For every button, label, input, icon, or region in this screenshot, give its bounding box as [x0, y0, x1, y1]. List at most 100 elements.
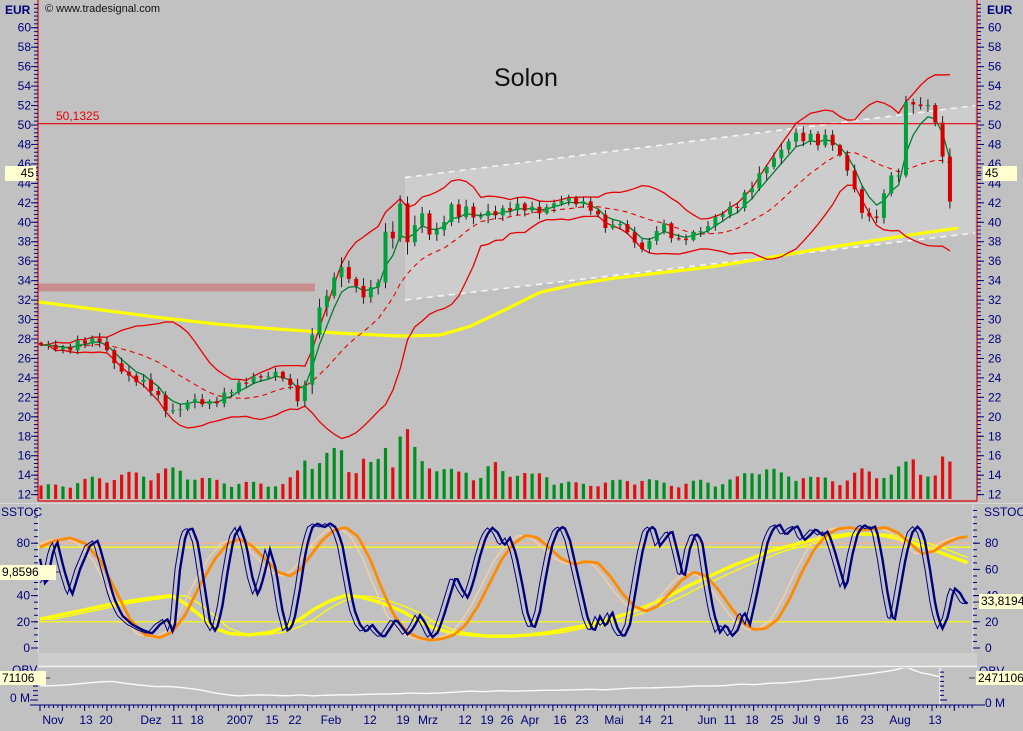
price-tick-label-right: 32 — [988, 293, 1002, 307]
price-tick-label-right: 12 — [988, 488, 1002, 502]
date-axis-label: 22 — [288, 713, 302, 727]
stochastic-panel — [38, 522, 971, 642]
price-tick-label-right: 34 — [988, 274, 1002, 288]
obv-value-label-right: 2471106 — [976, 671, 1023, 685]
watermark: © www.tradesignal.com — [45, 3, 161, 15]
price-tick-label-left: 14 — [18, 468, 32, 482]
date-axis-label: Feb — [321, 713, 342, 727]
date-axis-label: Jun — [697, 713, 716, 727]
date-axis-label: 23 — [860, 713, 874, 727]
date-axis-label: 20 — [99, 713, 113, 727]
date-axis-label: Dez — [140, 713, 161, 727]
price-tick-label-left: 42 — [18, 196, 32, 210]
sstoc-tick-label-right: 80 — [985, 536, 999, 550]
stoch-fast — [38, 522, 969, 639]
date-axis-label: 13 — [928, 713, 942, 727]
date-axis-label: Nov — [42, 713, 63, 727]
price-tick-label-left: 56 — [18, 60, 32, 74]
support-zone-band — [38, 283, 315, 292]
price-tick-label-right: 40 — [988, 215, 1002, 229]
date-axis-label: Mai — [604, 713, 623, 727]
price-tick-label-left: 54 — [18, 79, 32, 93]
bollinger-upper — [40, 74, 950, 381]
date-axis-label: 12 — [363, 713, 377, 727]
date-axis-label: 18 — [190, 713, 204, 727]
price-tick-label-left: 18 — [18, 429, 32, 443]
sstoc-value-label-right: 33,8194 — [979, 594, 1023, 609]
price-tick-label-left: 34 — [18, 274, 32, 288]
price-tick-label-right: 16 — [988, 449, 1002, 463]
date-axis-label: Apr — [521, 713, 540, 727]
price-tick-label-right: 22 — [988, 390, 1002, 404]
sstoc-panel-label-left: SSTOC — [1, 505, 43, 519]
obv-line — [39, 668, 940, 697]
price-tick-label-left: 24 — [18, 371, 32, 385]
stoch-slow-thin — [39, 526, 968, 641]
price-tick-label-left: 28 — [18, 332, 32, 346]
price-tick-label-left: 48 — [18, 137, 32, 151]
price-tick-label-right: 42 — [988, 196, 1002, 210]
price-tick-label-right: 18 — [988, 429, 1002, 443]
price-tick-label-right: 28 — [988, 332, 1002, 346]
eur-unit-label-right: EUR — [987, 3, 1013, 17]
date-axis-label: 15 — [265, 713, 279, 727]
candlestick-series[interactable] — [39, 95, 952, 418]
volume-bars — [39, 429, 952, 499]
price-tick-label-right: 50 — [988, 118, 1002, 132]
obv-zero-label-left: 0 M — [10, 691, 31, 705]
sstoc-tick-label-right: 0 — [985, 641, 992, 655]
date-axis-label: 21 — [660, 713, 674, 727]
price-tick-label-right: 52 — [988, 99, 1002, 113]
sstoc-tick-label-right: 60 — [985, 562, 999, 576]
date-axis-label: 13 — [79, 713, 93, 727]
sstoc-value-label-left: 9,8596 — [0, 565, 56, 580]
price-tick-label-right: 14 — [988, 468, 1002, 482]
trend-channel-upper — [404, 104, 976, 179]
price-tick-label-right: 36 — [988, 254, 1002, 268]
date-axis-label: 2007 — [227, 713, 254, 727]
price-tick-label-left: 16 — [18, 449, 32, 463]
date-axis[interactable]: Nov 13 20 Dez 11 18 2007 15 22 Feb 12 19 Mrz 12 19 26 Ap… — [30, 704, 985, 727]
trend-channel-lower — [404, 232, 976, 301]
chart-title: Solon — [494, 64, 558, 92]
price-tick-label-left: 58 — [18, 40, 32, 54]
price-tick-label-left: 36 — [18, 254, 32, 268]
obv-zero-label-right: 0 M — [985, 696, 1006, 710]
date-axis-label: 9 — [814, 713, 821, 727]
price-tick-label-right: 56 — [988, 60, 1002, 74]
obv-plot-area[interactable] — [38, 668, 940, 705]
obv-panel — [39, 668, 940, 697]
current-price-label-right: 45 — [983, 166, 1017, 181]
date-axis-label: Aug — [889, 713, 910, 727]
price-tick-label-left: 40 — [18, 215, 32, 229]
stoch-trend — [39, 532, 969, 638]
price-tick-label-right: 58 — [988, 40, 1002, 54]
long-moving-average — [38, 226, 959, 338]
price-tick-label-left: 12 — [18, 488, 32, 502]
date-axis-label: 25 — [770, 713, 784, 727]
sstoc-tick-label-left: 20 — [17, 615, 31, 629]
date-axis-label: 19 — [396, 713, 410, 727]
trend-channel — [405, 105, 975, 301]
price-tick-label-right: 30 — [988, 313, 1002, 327]
sstoc-tick-label-left: 80 — [17, 536, 31, 550]
price-tick-label-left: 52 — [18, 99, 32, 113]
price-tick-label-left: 30 — [18, 313, 32, 327]
date-axis-label: 16 — [553, 713, 567, 727]
date-axis-label: 16 — [835, 713, 849, 727]
price-tick-label-left: 60 — [18, 21, 32, 35]
bollinger-lower — [40, 184, 951, 440]
date-axis-label: 14 — [638, 713, 652, 727]
price-tick-label-left: 22 — [18, 390, 32, 404]
date-axis-label: 19 — [480, 713, 494, 727]
sstoc-panel-label-right: SSTOC — [984, 505, 1023, 519]
price-tick-label-right: 20 — [988, 410, 1002, 424]
price-tick-label-left: 50 — [18, 118, 32, 132]
price-tick-label-left: 20 — [18, 410, 32, 424]
price-tick-label-right: 48 — [988, 137, 1002, 151]
sstoc-tick-label-right: 20 — [985, 615, 999, 629]
sstoc-tick-label-left: 0 — [23, 641, 30, 655]
